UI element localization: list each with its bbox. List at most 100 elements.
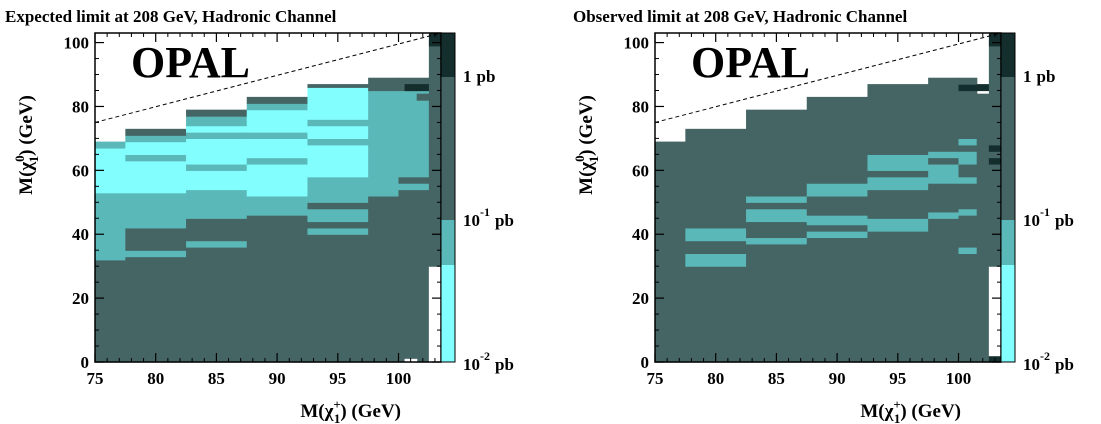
- heatmap-cell: [125, 250, 187, 258]
- heatmap-cell: [958, 138, 978, 146]
- y-axis-label-part: ) (GeV): [16, 95, 37, 156]
- y-tick-label: 100: [624, 34, 650, 53]
- heatmap-cell: [125, 154, 187, 162]
- heatmap-cell: [867, 170, 929, 178]
- heatmap-cell: [928, 183, 960, 213]
- colorbar-label-unit: pb: [1055, 355, 1074, 374]
- heatmap-cell: [416, 84, 430, 92]
- heatmap-cell: [95, 259, 126, 363]
- heatmap-cell: [806, 96, 869, 184]
- heatmap-cell: [398, 176, 430, 184]
- colorbar-label: 10-1 pb: [463, 205, 514, 230]
- heatmap-cell: [746, 243, 808, 363]
- y-axis-label-part: M(χ: [16, 162, 37, 195]
- y-tick-label: 80: [72, 97, 89, 116]
- heatmap-cell: [368, 195, 400, 363]
- heatmap-cell: [125, 160, 187, 194]
- heatmap-cell: [125, 192, 187, 229]
- x-tick-label: 95: [329, 369, 346, 388]
- heatmap-cell: [958, 84, 978, 92]
- colorbar-label: 1 pb: [463, 67, 495, 86]
- heatmap-cell: [988, 163, 1002, 267]
- heatmap-cell: [186, 211, 248, 219]
- y-axis-label-part: 0: [12, 155, 27, 162]
- heatmap-cell: [746, 202, 808, 210]
- heatmap-cell: [867, 231, 929, 363]
- y-tick-label: 80: [632, 97, 649, 116]
- heatmap-cell: [958, 163, 978, 178]
- heatmap-cell: [307, 119, 369, 127]
- heatmap-cell: [125, 141, 187, 155]
- colorbar-label: 10-2 pb: [463, 349, 514, 374]
- x-axis-label-part: +: [893, 397, 900, 412]
- heatmap-cell: [806, 237, 869, 363]
- heatmap-cell: [685, 227, 747, 242]
- heatmap-cell: [428, 163, 442, 267]
- kinematic-limit-line: [654, 32, 1002, 123]
- y-axis: 0 20 40 60 80 100: [64, 34, 441, 372]
- heatmap-cell: [958, 183, 978, 210]
- colorbar-frame: [1000, 32, 1016, 363]
- heatmap-cell: [867, 154, 929, 171]
- heatmap-cell: [428, 266, 442, 363]
- heatmap-cell: [958, 151, 978, 165]
- heatmap-cell: [958, 144, 978, 152]
- heatmap-cell: [125, 227, 187, 251]
- heatmap-cell: [958, 77, 978, 85]
- heatmap-cell: [988, 144, 1002, 152]
- colorbar-label-base: 10: [463, 211, 480, 230]
- chart-title: Observed limit at 208 GeV, Hadronic Chan…: [573, 7, 907, 26]
- heatmap-cell: [416, 93, 430, 101]
- x-tick-label: 85: [208, 369, 225, 388]
- heatmap-cell: [928, 151, 960, 159]
- heatmap-cell: [246, 103, 309, 111]
- heatmap-cell: [428, 45, 442, 101]
- heatmap-cell: [307, 208, 369, 223]
- y-axis-label-part: 0: [572, 155, 587, 162]
- heatmap-cell: [928, 157, 960, 165]
- y-tick-label: 0: [641, 353, 650, 372]
- colorbar-band: [1001, 220, 1015, 265]
- y-axis-label: M(χ01) (GeV): [572, 95, 601, 195]
- colorbar-label-unit: pb: [1037, 67, 1056, 86]
- heatmap-cell: [368, 90, 400, 197]
- heatmap-cell: [867, 189, 929, 219]
- heatmap-cell: [806, 183, 869, 197]
- heatmap-cell: [806, 231, 869, 239]
- heatmap-cell: [246, 96, 309, 104]
- heatmap-cell: [685, 253, 747, 267]
- opal-label: OPAL: [691, 38, 810, 87]
- colorbar-label-exp: -2: [480, 349, 490, 363]
- heatmap-cell: [307, 84, 369, 88]
- heatmap-cell: [125, 256, 187, 363]
- x-axis-label-part: M(χ: [300, 401, 333, 422]
- kinematic-limit-line: [94, 32, 442, 123]
- colorbar-label-exp: -1: [1040, 205, 1050, 219]
- x-tick-label: 85: [768, 369, 785, 388]
- y-axis: 0 20 40 60 80 100: [624, 34, 1001, 372]
- heatmap-cell: [307, 125, 369, 140]
- heatmap-cell: [685, 266, 747, 363]
- heatmap-cell: [307, 138, 369, 146]
- heatmap-cell: [398, 90, 430, 178]
- heatmap-cell: [867, 218, 929, 232]
- y-axis-label-part: M(χ: [576, 162, 597, 195]
- x-axis-label-part: 1: [894, 411, 901, 424]
- y-axis-label-part: 1: [26, 156, 41, 163]
- opal-label: OPAL: [131, 38, 250, 87]
- heatmap-cell: [655, 141, 686, 363]
- panel-1: Expected limit at 208 GeV, Hadronic Chan…: [5, 7, 514, 424]
- heatmap-cell: [867, 176, 929, 191]
- heatmap-cell: [246, 132, 309, 140]
- x-tick-label: 90: [269, 369, 286, 388]
- heatmap-cell: [958, 253, 978, 363]
- colorbar-label-unit: pb: [495, 211, 514, 230]
- heatmap-cell: [988, 266, 1002, 357]
- y-axis-label-part: ) (GeV): [576, 95, 597, 156]
- colorbar-label-unit: pb: [1055, 211, 1074, 230]
- x-axis-label-part: ) (GeV): [900, 401, 961, 422]
- heatmap-cell: [186, 125, 248, 133]
- heatmap-cells: [95, 33, 442, 363]
- colorbar-label-base: 1: [1023, 67, 1032, 86]
